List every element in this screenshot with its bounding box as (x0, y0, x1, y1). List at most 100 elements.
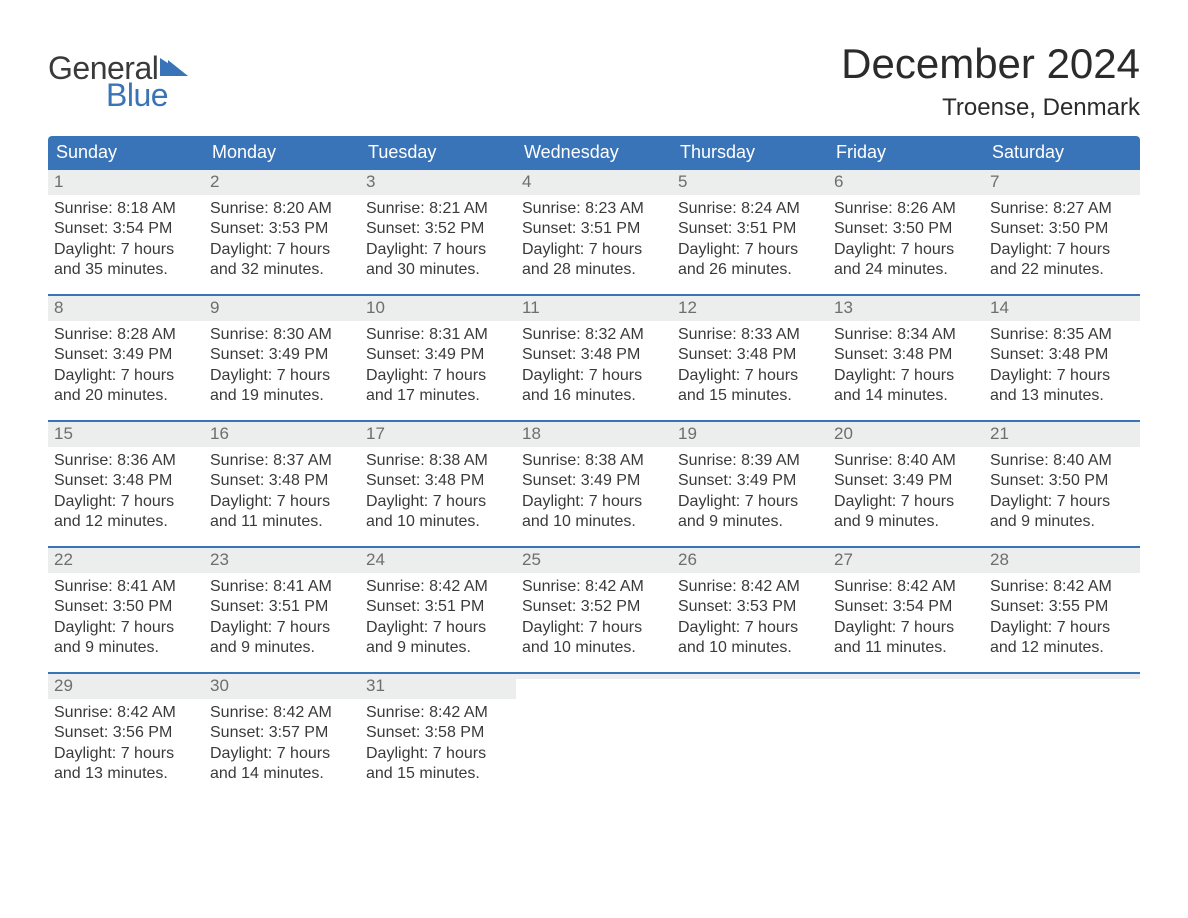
day-number: 7 (990, 172, 999, 191)
location-label: Troense, Denmark (841, 94, 1140, 122)
daylight-line: Daylight: 7 hours and 9 minutes. (834, 492, 978, 533)
daylight-line: Daylight: 7 hours and 12 minutes. (990, 618, 1134, 659)
day-number: 15 (54, 424, 73, 443)
week-row: 1 Sunrise: 8:18 AMSunset: 3:54 PMDaylight… (48, 170, 1140, 288)
sunset-line: Sunset: 3:49 PM (366, 345, 510, 365)
daynum-bar: 5 (672, 170, 828, 195)
calendar-cell: 9Sunrise: 8:30 AMSunset: 3:49 PMDaylight… (204, 296, 360, 414)
day-number: 10 (366, 298, 385, 317)
header: General Blue December 2024 (48, 30, 1140, 122)
cell-body: Sunrise: 8:23 AMSunset: 3:51 PMDaylight:… (516, 195, 672, 285)
sunrise-line: Sunrise: 8:42 AM (54, 703, 198, 723)
cell-body: Sunrise: 8:24 AMSunset: 3:51 PMDaylight:… (672, 195, 828, 285)
cell-body: Sunrise: 8:28 AMSunset: 3:49 PMDaylight:… (48, 321, 204, 411)
daylight-line: Daylight: 7 hours and 9 minutes. (54, 618, 198, 659)
daynum-bar: 25 (516, 548, 672, 573)
week-row: 15Sunrise: 8:36 AMSunset: 3:48 PMDayligh… (48, 420, 1140, 540)
day-number: 13 (834, 298, 853, 317)
day-number: 29 (54, 676, 73, 695)
day-number: 23 (210, 550, 229, 569)
cell-body: Sunrise: 8:27 AMSunset: 3:50 PMDaylight:… (984, 195, 1140, 285)
day-number: 1 (54, 172, 63, 191)
sunrise-line: Sunrise: 8:36 AM (54, 451, 198, 471)
cell-body: Sunrise: 8:20 AMSunset: 3:53 PMDaylight:… (204, 195, 360, 285)
day-header: Friday (828, 136, 984, 170)
cell-body: Sunrise: 8:40 AMSunset: 3:50 PMDaylight:… (984, 447, 1140, 537)
sunrise-line: Sunrise: 8:40 AM (834, 451, 978, 471)
daynum-bar: 26 (672, 548, 828, 573)
calendar-cell: 24 Sunrise: 8:42 AMSunset: 3:51 PMDayligh… (360, 548, 516, 666)
sunrise-line: Sunrise: 8:42 AM (210, 703, 354, 723)
sunset-line: Sunset: 3:58 PM (366, 723, 510, 743)
cell-body (984, 679, 1140, 687)
sunset-line: Sunset: 3:51 PM (366, 597, 510, 617)
cell-body: Sunrise: 8:39 AMSunset: 3:49 PMDaylight:… (672, 447, 828, 537)
calendar-cell (672, 674, 828, 792)
sunrise-line: Sunrise: 8:34 AM (834, 325, 978, 345)
sunset-line: Sunset: 3:48 PM (678, 345, 822, 365)
cell-body: Sunrise: 8:42 AMSunset: 3:52 PMDaylight:… (516, 573, 672, 663)
cell-body: Sunrise: 8:42 AMSunset: 3:55 PMDaylight:… (984, 573, 1140, 663)
day-number: 16 (210, 424, 229, 443)
sunrise-line: Sunrise: 8:33 AM (678, 325, 822, 345)
cell-body: Sunrise: 8:42 AMSunset: 3:54 PMDaylight:… (828, 573, 984, 663)
sunrise-line: Sunrise: 8:21 AM (366, 199, 510, 219)
day-number: 30 (210, 676, 229, 695)
sunset-line: Sunset: 3:48 PM (54, 471, 198, 491)
daylight-line: Daylight: 7 hours and 10 minutes. (366, 492, 510, 533)
calendar-cell (828, 674, 984, 792)
calendar-cell: 20 Sunrise: 8:40 AMSunset: 3:49 PMDayligh… (828, 422, 984, 540)
cell-body (516, 679, 672, 687)
cell-body: Sunrise: 8:37 AMSunset: 3:48 PMDaylight:… (204, 447, 360, 537)
daynum-bar: 20 (828, 422, 984, 447)
sunrise-line: Sunrise: 8:30 AM (210, 325, 354, 345)
daynum-bar: 9 (204, 296, 360, 321)
sunrise-line: Sunrise: 8:42 AM (834, 577, 978, 597)
cell-body: Sunrise: 8:42 AMSunset: 3:57 PMDaylight:… (204, 699, 360, 789)
daynum-bar: 4 (516, 170, 672, 195)
day-number: 6 (834, 172, 843, 191)
title-block: December 2024 Troense, Denmark (841, 30, 1140, 122)
daynum-bar: 18 (516, 422, 672, 447)
calendar-cell: 28Sunrise: 8:42 AMSunset: 3:55 PMDayligh… (984, 548, 1140, 666)
daylight-line: Daylight: 7 hours and 9 minutes. (366, 618, 510, 659)
sunset-line: Sunset: 3:49 PM (522, 471, 666, 491)
cell-body: Sunrise: 8:42 AMSunset: 3:51 PMDaylight:… (360, 573, 516, 663)
daylight-line: Daylight: 7 hours and 32 minutes. (210, 240, 354, 281)
sunset-line: Sunset: 3:51 PM (210, 597, 354, 617)
calendar-cell: 23Sunrise: 8:41 AMSunset: 3:51 PMDayligh… (204, 548, 360, 666)
daylight-line: Daylight: 7 hours and 13 minutes. (990, 366, 1134, 407)
day-number: 4 (522, 172, 531, 191)
calendar-cell: 26Sunrise: 8:42 AMSunset: 3:53 PMDayligh… (672, 548, 828, 666)
cell-body: Sunrise: 8:42 AMSunset: 3:53 PMDaylight:… (672, 573, 828, 663)
calendar-cell (516, 674, 672, 792)
weeks-container: 1 Sunrise: 8:18 AMSunset: 3:54 PMDaylight… (48, 170, 1140, 792)
daynum-bar: 12 (672, 296, 828, 321)
sunset-line: Sunset: 3:48 PM (210, 471, 354, 491)
sunset-line: Sunset: 3:53 PM (678, 597, 822, 617)
sunset-line: Sunset: 3:57 PM (210, 723, 354, 743)
daynum-bar: 6 (828, 170, 984, 195)
sunset-line: Sunset: 3:48 PM (834, 345, 978, 365)
sunset-line: Sunset: 3:49 PM (210, 345, 354, 365)
daynum-bar: 1 (48, 170, 204, 195)
sunset-line: Sunset: 3:49 PM (834, 471, 978, 491)
day-header: Sunday (48, 136, 204, 170)
calendar-cell: 21Sunrise: 8:40 AMSunset: 3:50 PMDayligh… (984, 422, 1140, 540)
day-number: 5 (678, 172, 687, 191)
sunset-line: Sunset: 3:54 PM (834, 597, 978, 617)
day-number: 18 (522, 424, 541, 443)
sunrise-line: Sunrise: 8:35 AM (990, 325, 1134, 345)
day-number: 24 (366, 550, 385, 569)
daylight-line: Daylight: 7 hours and 9 minutes. (210, 618, 354, 659)
sunset-line: Sunset: 3:48 PM (990, 345, 1134, 365)
day-number: 31 (366, 676, 385, 695)
daylight-line: Daylight: 7 hours and 11 minutes. (834, 618, 978, 659)
day-header: Thursday (672, 136, 828, 170)
cell-body: Sunrise: 8:38 AMSunset: 3:48 PMDaylight:… (360, 447, 516, 537)
sunrise-line: Sunrise: 8:24 AM (678, 199, 822, 219)
cell-body: Sunrise: 8:18 AMSunset: 3:54 PMDaylight:… (48, 195, 204, 285)
calendar-cell: 27Sunrise: 8:42 AMSunset: 3:54 PMDayligh… (828, 548, 984, 666)
daynum-bar: 27 (828, 548, 984, 573)
sunset-line: Sunset: 3:55 PM (990, 597, 1134, 617)
